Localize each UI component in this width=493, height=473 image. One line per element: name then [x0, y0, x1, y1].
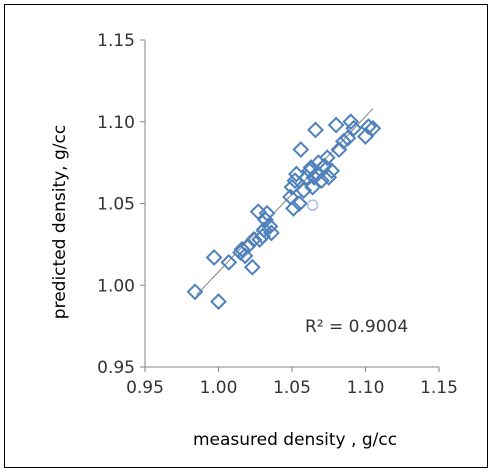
x-tick-label: 1.15: [420, 378, 458, 398]
x-axis-title: measured density , g/cc: [193, 430, 397, 450]
data-point: [245, 231, 263, 248]
data-points: [186, 113, 382, 311]
chart-frame: [4, 4, 488, 468]
y-tick-label: 1.05: [97, 195, 135, 215]
y-tick-label: 1.15: [97, 31, 135, 51]
y-tick-label: 1.10: [97, 113, 135, 133]
data-point: [233, 240, 251, 258]
data-point: [285, 199, 302, 217]
data-point: [357, 128, 374, 145]
r-squared-label: R² = 0.9004: [305, 317, 408, 337]
data-point: [364, 119, 382, 137]
data-point: [261, 217, 279, 235]
x-ticks: 0.95 1.00 1.05 1.10 1.15: [126, 367, 458, 398]
data-point: [186, 283, 204, 301]
data-point: [292, 141, 310, 158]
data-point: [327, 116, 345, 134]
data-point: [307, 121, 324, 139]
data-point: [360, 118, 377, 136]
data-point: [323, 162, 341, 180]
data-point: [258, 204, 276, 222]
data-point: [263, 224, 280, 242]
y-ticks: 0.95 1.00 1.05 1.10 1.15: [97, 31, 145, 378]
data-point: [295, 182, 313, 199]
data-point: [243, 258, 261, 276]
data-point: [205, 249, 223, 266]
data-point: [210, 293, 227, 311]
data-point: [318, 149, 336, 167]
data-point: [220, 253, 238, 271]
data-point: [312, 172, 330, 190]
data-point: [339, 129, 357, 147]
y-axis-title: predicted density, g/cc: [50, 125, 70, 319]
data-point: [342, 113, 360, 131]
data-point: [287, 165, 305, 183]
outlier-point: [306, 199, 319, 211]
data-point: [308, 165, 326, 183]
data-point: [239, 237, 257, 255]
x-tick-label: 1.00: [200, 378, 238, 398]
y-tick-label: 0.95: [97, 358, 135, 378]
data-point: [345, 119, 363, 137]
x-tick-label: 0.95: [126, 378, 164, 398]
x-tick-label: 1.05: [273, 378, 311, 398]
data-point: [290, 195, 308, 212]
y-tick-label: 1.00: [97, 276, 135, 296]
data-point: [236, 247, 254, 265]
x-tick-label: 1.10: [347, 378, 385, 398]
data-point: [335, 132, 352, 150]
